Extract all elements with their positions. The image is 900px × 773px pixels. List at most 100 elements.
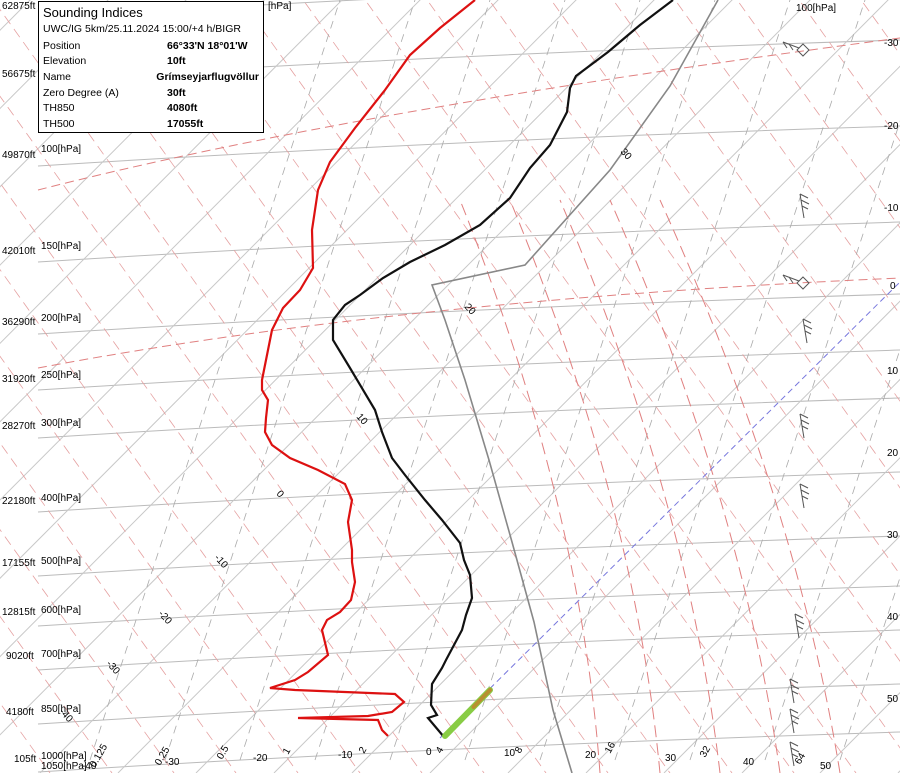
- isobar-line: [37, 683, 900, 725]
- parcel-cape-marker-core: [471, 688, 492, 709]
- bottom-temp-label: 40: [743, 757, 755, 768]
- mixing-ratio-label: 2: [357, 745, 370, 756]
- isotherm-line: [585, 457, 900, 773]
- dry-adiabat-line: [364, 0, 900, 749]
- parcel-trace: [430, 0, 719, 773]
- wind-barb-icon: [782, 274, 810, 290]
- altitude-label: 17155ft: [2, 558, 36, 569]
- bottom-temp-label: -20: [253, 753, 268, 764]
- isotherm-line: [0, 0, 655, 658]
- pressure-label: 700[hPa]: [41, 649, 81, 660]
- mixing-ratio-line: [314, 0, 566, 761]
- isobar-line: [37, 293, 900, 335]
- bottom-temp-label: -30: [165, 757, 180, 768]
- mixing-ratio-line: [464, 0, 716, 761]
- isotherm-label: -10: [212, 553, 230, 571]
- bottom-temp-label: 20: [585, 750, 597, 761]
- dry-adiabat-line: [0, 442, 237, 773]
- barb-staff: [782, 274, 800, 282]
- barb-feather: [801, 205, 809, 210]
- dry-adiabat-line: [426, 0, 900, 662]
- info-key: Position: [43, 39, 81, 52]
- isotherm-line: [273, 143, 900, 773]
- zero-isotherm-line: [439, 281, 900, 739]
- altitude-label: 28270ft: [2, 421, 36, 432]
- isotherm-line: [429, 300, 900, 773]
- barb-feather: [789, 741, 799, 747]
- dry-adiabat-line: [240, 0, 795, 773]
- moist-adiabat-line: [609, 199, 781, 773]
- mixing-ratio-line: [689, 120, 900, 761]
- barb-feather: [791, 753, 799, 758]
- info-row-zero-degree: Zero Degree (A) 30ft: [43, 85, 259, 101]
- wind-barb-icon: [799, 483, 810, 509]
- pressure-label: 500[hPa]: [41, 556, 81, 567]
- altitude-label: 62875ft: [2, 1, 36, 12]
- isotherm-label: -30: [104, 659, 122, 677]
- barb-feather: [802, 318, 812, 324]
- isobar-line: [37, 731, 900, 773]
- dry-adiabat-line: [0, 95, 485, 773]
- barb-feather: [803, 324, 813, 330]
- barb-feather: [795, 619, 805, 625]
- moist-adiabat-line: [659, 199, 841, 773]
- isotherm-line: [117, 0, 889, 773]
- isotherm-label: 0: [274, 489, 286, 501]
- info-row-name: Name Grímseyjarflugvöllur: [43, 69, 259, 85]
- barb-feather: [788, 43, 794, 51]
- isotherm-label: -20: [156, 609, 174, 627]
- mixing-ratio-line: [614, 0, 866, 761]
- isobar-line: [37, 471, 900, 513]
- barb-feather: [799, 483, 809, 489]
- bottom-temp-label: 30: [665, 753, 677, 764]
- altitude-label: 12815ft: [2, 607, 36, 618]
- right-temp-label: 0: [890, 281, 896, 292]
- info-value: Grímseyjarflugvöllur: [156, 70, 259, 83]
- dashed-reference-line: [37, 37, 900, 191]
- altitude-label: 49870ft: [2, 150, 36, 161]
- barb-feather: [791, 720, 799, 725]
- isotherm-line: [351, 222, 900, 773]
- barb-feather: [790, 747, 800, 753]
- barb-feather: [800, 489, 810, 495]
- isotherm-line: [741, 613, 900, 773]
- dry-adiabat-line: [0, 268, 361, 773]
- barb-feather: [801, 495, 809, 500]
- isotherm-line: [0, 0, 577, 579]
- barb-feather: [799, 193, 809, 199]
- right-temp-label: -20: [884, 121, 899, 132]
- info-key: Elevation: [43, 55, 87, 68]
- bottom-temp-label: -10: [338, 750, 353, 761]
- info-row-position: Position 66°33'N 18°01'W: [43, 38, 259, 54]
- mixing-ratio-label: 4: [434, 745, 447, 756]
- altitude-label: 4180ft: [6, 707, 34, 718]
- dry-adiabat-line: [736, 0, 900, 229]
- dry-adiabat-line: [302, 0, 857, 773]
- barb-feather: [804, 330, 812, 335]
- altitude-label: 9020ft: [6, 651, 34, 662]
- isobar-line: [37, 535, 900, 577]
- mixing-ratio-line: [389, 0, 641, 761]
- diamond-marker-icon: [796, 43, 810, 57]
- barb-feather: [790, 714, 800, 720]
- dry-adiabat-line: [612, 0, 900, 402]
- wind-barb-icon: [782, 41, 810, 57]
- barb-feather: [789, 678, 799, 684]
- barb-feather: [782, 274, 788, 282]
- barb-feather: [800, 199, 810, 205]
- isotherm-label: 20: [462, 302, 478, 318]
- dry-adiabat-line: [0, 355, 299, 773]
- info-title: Sounding Indices: [43, 5, 143, 20]
- dry-adiabat-line: [0, 529, 175, 773]
- info-key: TH500: [43, 117, 75, 130]
- altitude-label: 31920ft: [2, 374, 36, 385]
- dry-adiabat-line: [488, 0, 900, 576]
- mixing-ratio-label: 1: [281, 746, 294, 757]
- isotherm-line: [663, 535, 900, 773]
- mixing-ratio-label: 0.5: [215, 744, 232, 762]
- barb-staff: [782, 41, 800, 49]
- pressure-label: [hPa]: [268, 1, 292, 12]
- info-key: TH850: [43, 102, 75, 115]
- wind-barb-icon: [794, 613, 805, 639]
